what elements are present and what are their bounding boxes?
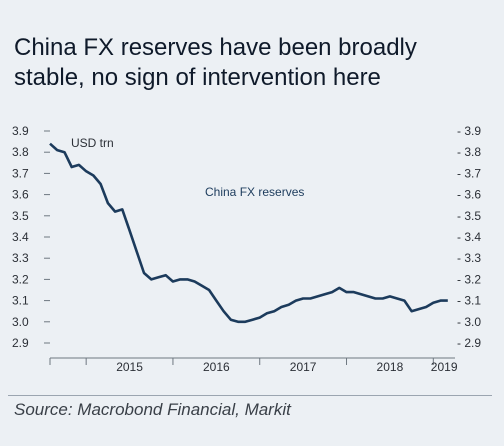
y-tick-label-left: 3.8 — [12, 145, 29, 159]
y-tick-label-right: - 3.3 — [457, 251, 481, 265]
y-axis-right: - 3.9 - 3.8 - 3.7 - 3.6 - 3.5 - 3.4 - 3.3 - 3.2… — [457, 124, 481, 350]
y-tick-label-left: 3.6 — [12, 188, 29, 202]
y-tick-label-right: - 3.8 — [457, 145, 481, 159]
x-axis: 2015 2016 2017 2018 2019 — [49, 357, 458, 374]
y-tick-label-right: - 3.0 — [457, 315, 481, 329]
series-label: China FX reserves — [205, 185, 304, 199]
chart-heading: China FX reserves have been broadly stab… — [14, 33, 494, 93]
y-tick-label-left: 2.9 — [12, 336, 29, 350]
heading-line-2: stable, no sign of intervention here — [14, 64, 381, 91]
unit-label: USD trn — [71, 136, 114, 150]
x-tick-label: 2017 — [290, 360, 317, 374]
x-tick-label: 2016 — [203, 360, 230, 374]
y-tick-label-left: 3.2 — [12, 272, 29, 286]
y-tick-label-right: - 3.1 — [457, 294, 481, 308]
y-tick-label-left: 3.5 — [12, 209, 29, 223]
y-tick-label-right: - 3.2 — [457, 272, 481, 286]
y-tick-label-left: 3.9 — [12, 124, 29, 138]
source-note: Source: Macrobond Financial, Markit — [14, 400, 291, 419]
y-tick-label-right: - 3.9 — [457, 124, 481, 138]
y-tick-label-left: 3.4 — [12, 230, 29, 244]
y-tick-label-right: - 3.4 — [457, 230, 481, 244]
x-tick-label: 2018 — [377, 360, 404, 374]
y-tick-label-left: 3.7 — [12, 166, 29, 180]
x-tick-label: 2019 — [431, 360, 458, 374]
y-tick-label-left: 3.0 — [12, 315, 29, 329]
series-line-china-fx-reserves — [49, 142, 448, 324]
y-axis-left: 3.9 3.8 3.7 3.6 3.5 3.4 3.3 3.2 3.1 3.0 2.9 — [12, 124, 50, 350]
y-tick-label-right: - 2.9 — [457, 336, 481, 350]
heading-line-1: China FX reserves have been broadly — [14, 34, 417, 61]
x-tick-label: 2015 — [116, 360, 143, 374]
y-tick-label-left: 3.1 — [12, 294, 29, 308]
y-tick-label-right: - 3.7 — [457, 166, 481, 180]
y-tick-label-right: - 3.5 — [457, 209, 481, 223]
source-divider — [8, 395, 492, 396]
y-tick-label-left: 3.3 — [12, 251, 29, 265]
y-tick-label-right: - 3.6 — [457, 188, 481, 202]
